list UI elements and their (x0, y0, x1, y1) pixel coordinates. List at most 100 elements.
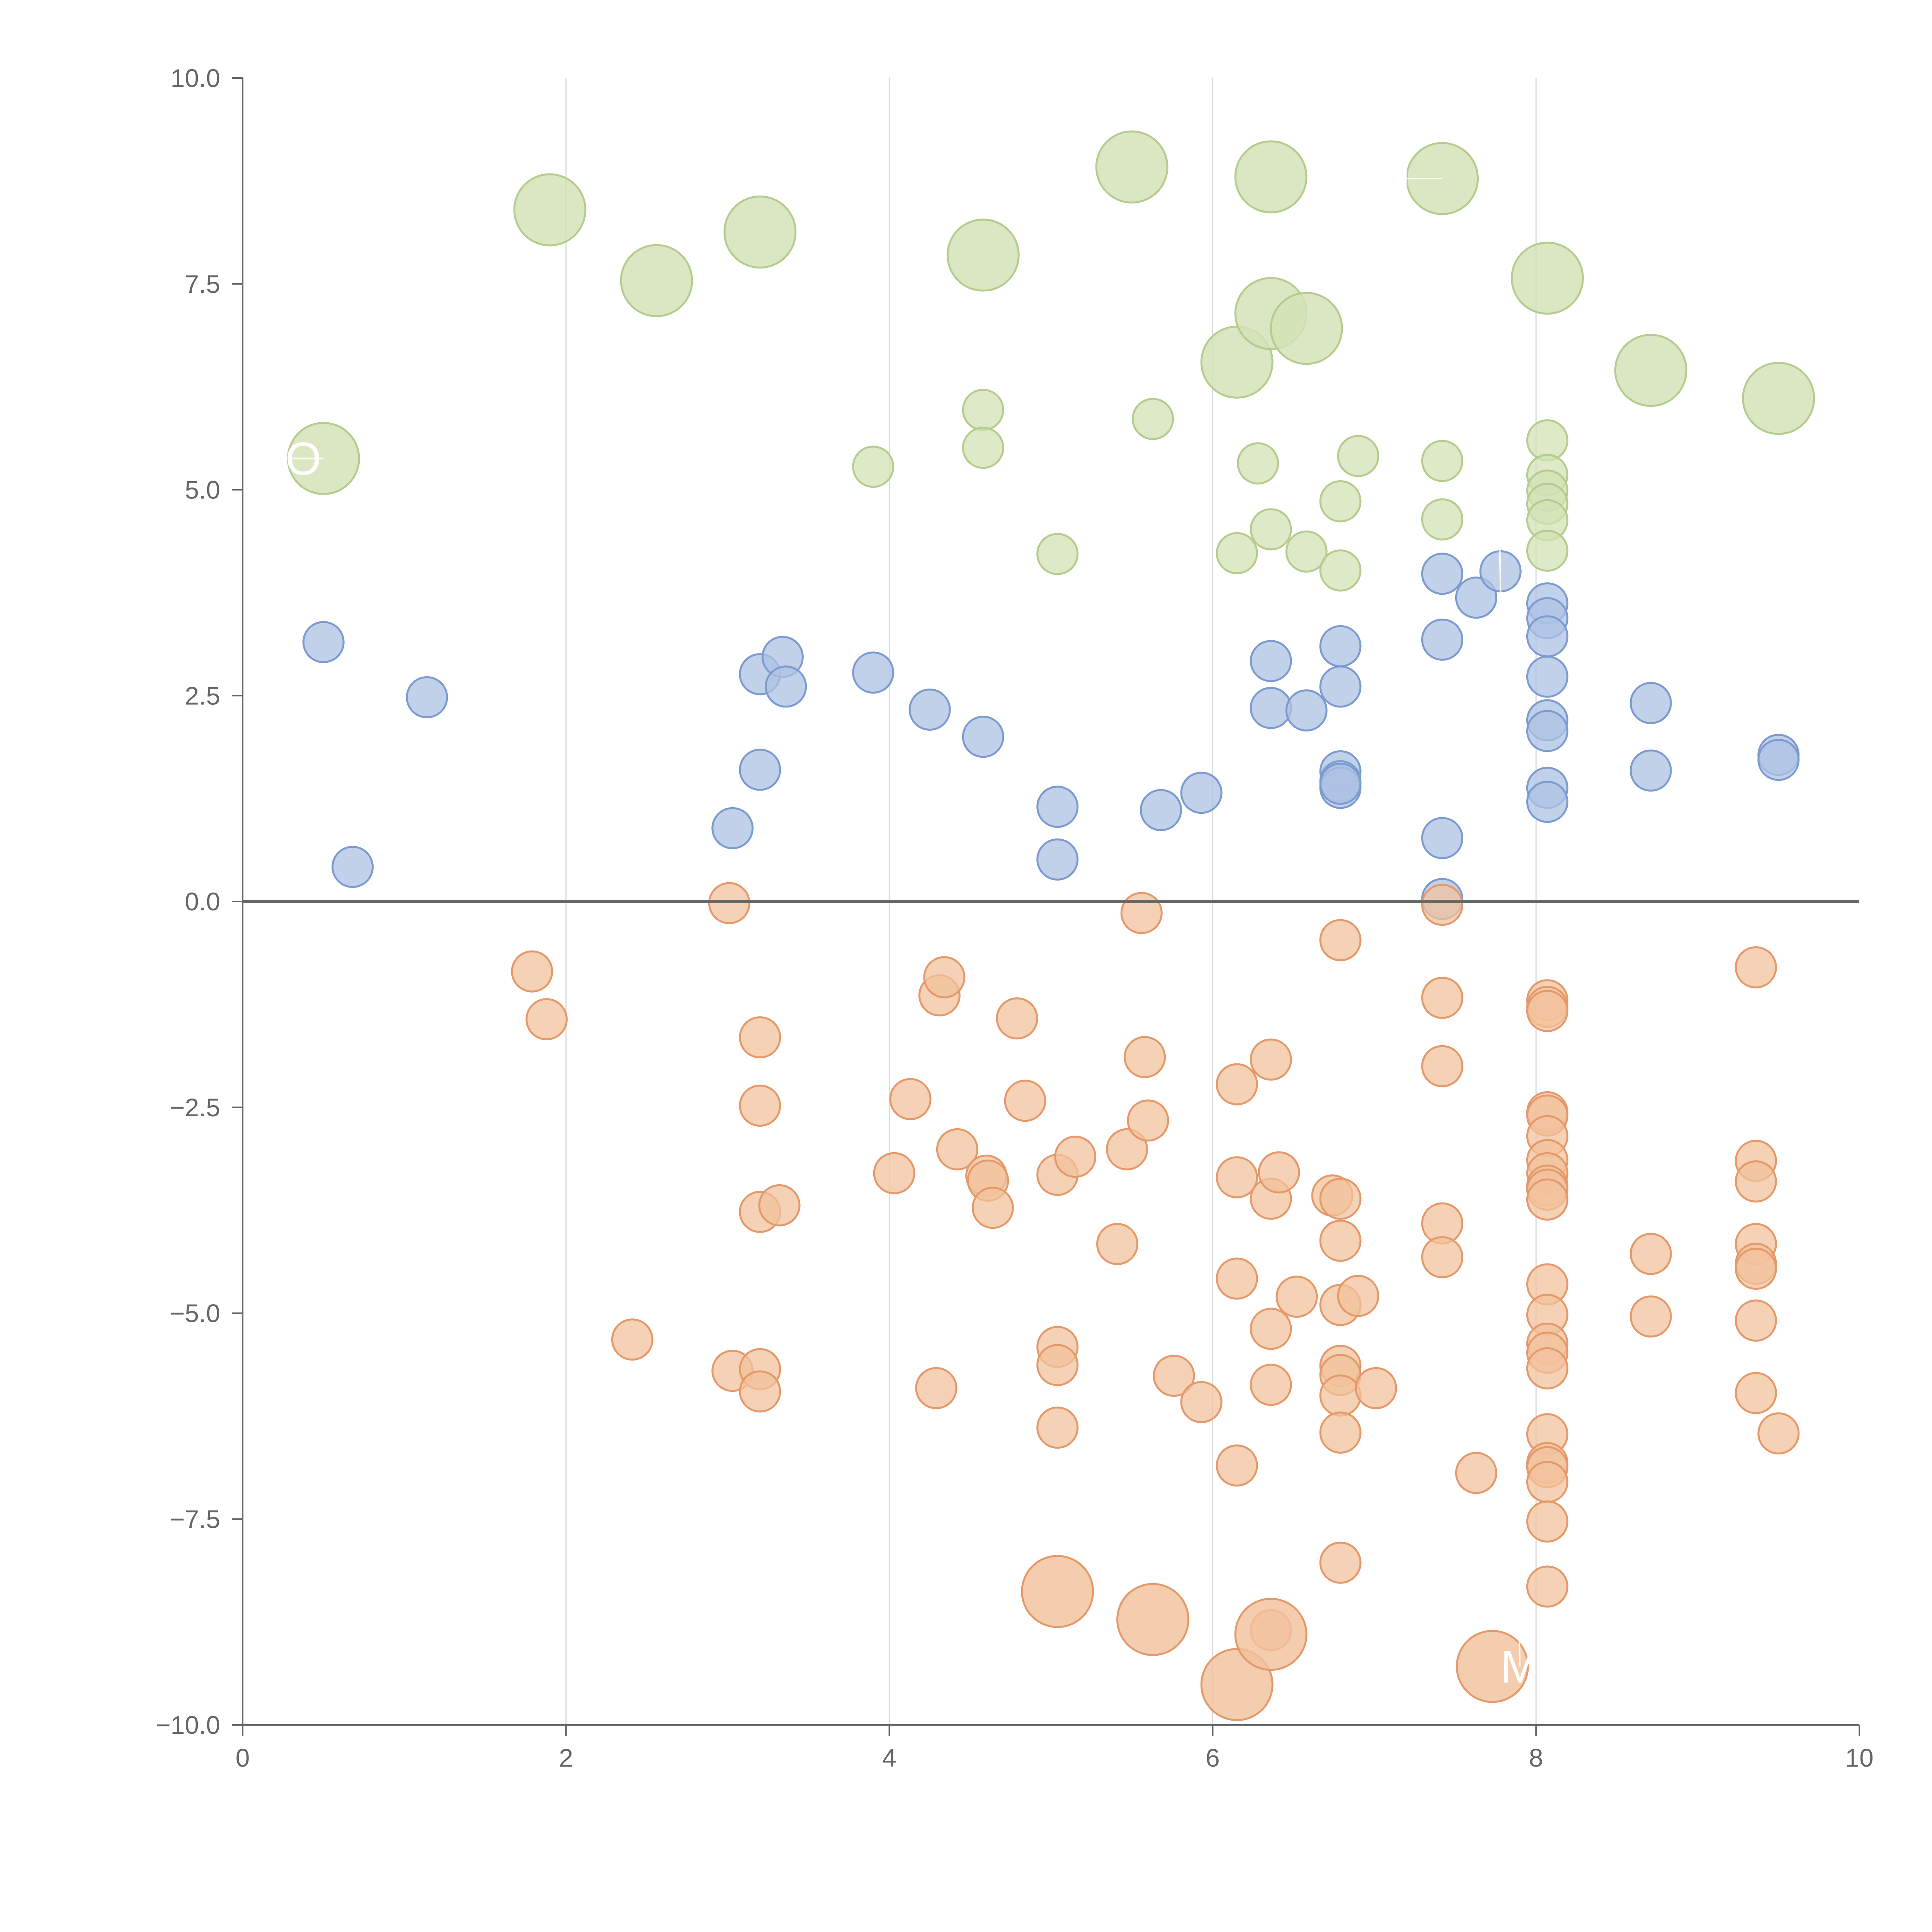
data-point (1319, 1374, 1362, 1417)
data-point (1337, 435, 1379, 477)
data-point (332, 845, 374, 888)
data-point (1250, 508, 1292, 551)
data-point (1757, 738, 1800, 781)
y-tick-label: 10.0 (171, 64, 220, 92)
data-point (1180, 1381, 1223, 1423)
data-point (1153, 1354, 1195, 1397)
data-point (1250, 1038, 1292, 1081)
data-point (1421, 498, 1464, 541)
data-point (1319, 1541, 1362, 1584)
data-point (1421, 553, 1464, 595)
data-point (1216, 1444, 1258, 1487)
data-point (758, 1184, 801, 1226)
data-point (971, 1187, 1014, 1229)
y-tick-label: −10.0 (156, 1711, 220, 1739)
data-point (1319, 762, 1362, 805)
data-point (1526, 781, 1568, 823)
data-point (962, 427, 1004, 469)
x-tick-label: 8 (1529, 1743, 1543, 1772)
data-point (1735, 1299, 1777, 1342)
data-point (1132, 398, 1174, 440)
data-point (1526, 655, 1568, 698)
data-point (1735, 946, 1777, 988)
data-point (711, 807, 754, 849)
data-point (1004, 1080, 1046, 1122)
data-point (1319, 1219, 1362, 1262)
x-axis: 0 2 4 6 8 10 (236, 1725, 1874, 1772)
data-point (1455, 1452, 1497, 1494)
data-point (1355, 1367, 1397, 1409)
data-point (1036, 838, 1079, 881)
data-point (739, 1370, 781, 1413)
data-point (1250, 640, 1292, 682)
x-tick-label: 6 (1206, 1743, 1220, 1772)
bubble-points (287, 130, 1815, 1721)
data-point (708, 882, 750, 924)
y-tick-label: −2.5 (170, 1093, 220, 1122)
bubble-annotation: EO (254, 433, 321, 485)
data-point (1526, 1178, 1568, 1221)
data-point (1036, 533, 1079, 575)
data-point (1421, 817, 1464, 859)
large-data-point (946, 218, 1020, 292)
data-point (1250, 1364, 1292, 1406)
data-point (1036, 786, 1079, 828)
large-data-point (1234, 140, 1308, 214)
large-data-point (620, 244, 693, 317)
data-point (1629, 1295, 1672, 1338)
data-point (406, 676, 448, 719)
data-point (1140, 789, 1182, 831)
large-data-point (1510, 242, 1584, 315)
data-point (1237, 442, 1279, 485)
data-point (1250, 687, 1292, 729)
data-point (1124, 1036, 1166, 1078)
data-point (1127, 1099, 1169, 1142)
data-point (1629, 1233, 1672, 1275)
bubble-annotation: N (1377, 153, 1411, 205)
data-point (1319, 919, 1362, 961)
data-point (1421, 884, 1464, 926)
data-point (852, 446, 895, 488)
data-point (1526, 1347, 1568, 1389)
data-point (1258, 1151, 1300, 1194)
data-point (962, 389, 1004, 431)
x-tick-label: 4 (882, 1743, 896, 1772)
data-point (1216, 1257, 1258, 1300)
data-point (765, 665, 807, 708)
large-data-point (1234, 1598, 1308, 1671)
data-point (1526, 1565, 1568, 1608)
data-point (1526, 1500, 1568, 1543)
data-point (1319, 480, 1362, 522)
data-point (1276, 1276, 1318, 1318)
data-point (739, 748, 781, 791)
data-point (852, 651, 895, 694)
data-point (1319, 549, 1362, 592)
data-point (1216, 1063, 1258, 1105)
data-point (915, 1367, 957, 1409)
data-point (1096, 1223, 1139, 1265)
data-point (1337, 1275, 1379, 1317)
large-data-point (1270, 292, 1343, 365)
data-point (1735, 1372, 1777, 1414)
data-point (873, 1152, 915, 1194)
data-point (1526, 529, 1568, 572)
data-point (526, 998, 568, 1041)
data-point (962, 716, 1004, 758)
large-data-point (1095, 130, 1168, 204)
data-point (1455, 577, 1497, 619)
x-tick-label: 10 (1845, 1743, 1873, 1772)
data-point (923, 956, 966, 998)
data-point (1319, 665, 1362, 708)
large-data-point (1021, 1555, 1094, 1628)
data-point (1421, 618, 1464, 661)
data-point (1120, 892, 1163, 934)
data-point (996, 997, 1038, 1040)
data-point (1180, 772, 1223, 814)
bubble-annotation: M (1500, 1641, 1539, 1693)
x-tick-label: 2 (559, 1743, 573, 1772)
y-tick-label: 7.5 (185, 270, 220, 298)
data-point (1526, 615, 1568, 658)
data-point (1285, 689, 1328, 732)
large-data-point (723, 195, 797, 269)
data-point (1216, 532, 1258, 575)
